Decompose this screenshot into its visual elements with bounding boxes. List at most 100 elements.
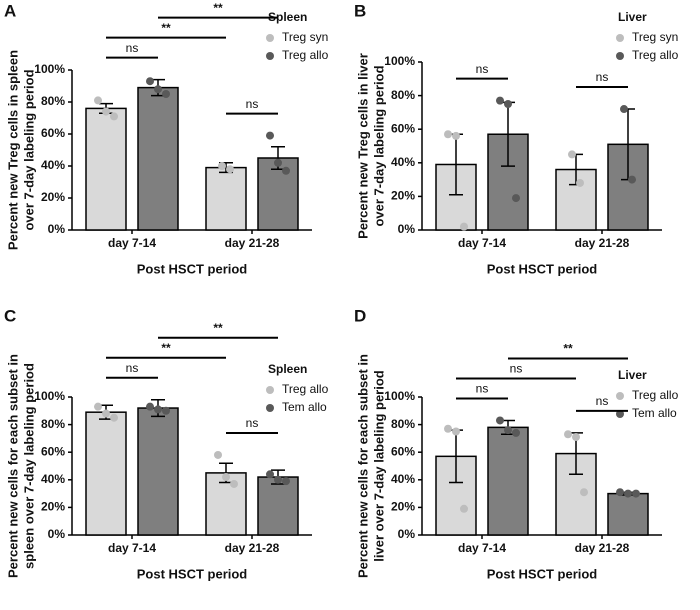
legend-label: Treg allo <box>282 48 329 62</box>
panel-label: C <box>4 306 16 325</box>
data-point <box>632 489 640 498</box>
x-tick-label: day 21-28 <box>575 236 630 250</box>
data-point <box>274 158 282 167</box>
legend-marker <box>616 392 624 400</box>
data-point <box>460 504 468 513</box>
y-axis-label: liver over 7-day labeling period <box>371 370 386 562</box>
x-axis-label: Post HSCT period <box>487 261 598 276</box>
significance-label: ns <box>246 416 259 430</box>
y-axis-label: Percent new Treg cells in liver <box>355 53 370 239</box>
significance-label: ** <box>213 321 223 335</box>
bar <box>85 107 127 231</box>
y-tick-label: 60% <box>41 444 65 458</box>
data-point <box>624 489 632 498</box>
y-axis-label: Percent new cells for each subset in <box>355 354 370 578</box>
data-point <box>266 470 274 479</box>
data-point <box>452 427 460 436</box>
data-point <box>496 96 504 105</box>
legend-label: Tem allo <box>282 400 327 414</box>
x-tick-label: day 7-14 <box>108 236 156 250</box>
data-point <box>214 450 222 459</box>
panel-label: D <box>354 306 366 325</box>
y-tick-label: 40% <box>391 155 415 169</box>
y-tick-label: 100% <box>34 389 65 403</box>
legend-title: Spleen <box>268 10 307 24</box>
data-point <box>576 178 584 187</box>
data-point <box>580 488 588 497</box>
legend-marker <box>616 410 624 418</box>
x-tick-label: day 7-14 <box>458 541 506 555</box>
panel: D Percent new cells for each subset in liv… <box>354 306 679 581</box>
panel: B Percent new Treg cells in liver over 7-d… <box>354 1 679 276</box>
legend-label: Treg allo <box>282 382 329 396</box>
panel-label: B <box>354 1 366 20</box>
legend-label: Treg allo <box>632 48 679 62</box>
panel: C Percent new cells for each subset in spl… <box>4 306 329 581</box>
x-tick-label: day 21-28 <box>225 541 280 555</box>
data-point <box>146 402 154 411</box>
data-point <box>444 130 452 139</box>
legend-marker <box>266 52 274 60</box>
significance-label: ** <box>161 21 171 35</box>
legend-label: Treg syn <box>632 30 678 44</box>
y-tick-label: 100% <box>384 389 415 403</box>
data-point <box>512 194 520 203</box>
data-point <box>162 90 170 98</box>
y-tick-label: 80% <box>391 417 415 431</box>
data-point <box>504 100 512 108</box>
significance-label: ** <box>563 342 573 356</box>
data-point <box>564 430 572 439</box>
data-point <box>460 222 468 231</box>
data-point <box>620 105 628 114</box>
significance-label: ns <box>476 382 489 396</box>
legend-label: Treg allo <box>632 388 679 402</box>
x-tick-label: day 7-14 <box>458 236 506 250</box>
y-tick-label: 20% <box>41 500 65 514</box>
y-tick-label: 40% <box>391 472 415 486</box>
y-tick-label: 80% <box>41 94 65 108</box>
data-point <box>444 424 452 433</box>
significance-label: ns <box>246 97 259 111</box>
legend-title: Liver <box>618 368 647 382</box>
data-point <box>496 416 504 425</box>
y-tick-label: 40% <box>41 158 65 172</box>
y-tick-label: 20% <box>391 500 415 514</box>
data-point <box>452 131 460 140</box>
data-point <box>282 166 290 175</box>
data-point <box>274 475 282 484</box>
y-tick-label: 0% <box>48 222 66 236</box>
significance-label: ns <box>126 361 139 375</box>
data-point <box>222 473 230 482</box>
bar <box>487 133 529 231</box>
y-axis-label: over 7-day labeling period <box>21 69 36 230</box>
x-axis-label: Post HSCT period <box>137 566 248 581</box>
y-axis-label: Percent new cells for each subset in <box>5 354 20 578</box>
y-tick-label: 20% <box>391 189 415 203</box>
y-tick-label: 60% <box>391 444 415 458</box>
legend-marker <box>616 52 624 60</box>
y-axis-label: Percent new Treg cells in spleen <box>5 50 20 250</box>
y-axis-label: spleen over 7-day labeling period <box>21 363 36 569</box>
significance-label: ** <box>161 341 171 355</box>
data-point <box>616 488 624 497</box>
x-tick-label: day 21-28 <box>225 236 280 250</box>
data-point <box>154 85 162 94</box>
y-tick-label: 40% <box>41 472 65 486</box>
panel: A Percent new Treg cells in spleen over 7-… <box>4 1 329 277</box>
data-point <box>282 477 290 486</box>
data-point <box>572 433 580 442</box>
significance-label: ns <box>476 62 489 76</box>
y-tick-label: 20% <box>41 190 65 204</box>
data-point <box>154 405 162 414</box>
significance-label: ns <box>510 362 523 376</box>
significance-label: ns <box>596 70 609 84</box>
data-point <box>266 131 274 140</box>
bar <box>487 426 529 536</box>
y-tick-label: 0% <box>398 527 416 541</box>
data-point <box>102 409 110 418</box>
y-tick-label: 60% <box>41 126 65 140</box>
legend-marker <box>266 386 274 394</box>
data-point <box>230 479 238 488</box>
y-axis-label: over 7-day labeling period <box>371 65 386 226</box>
